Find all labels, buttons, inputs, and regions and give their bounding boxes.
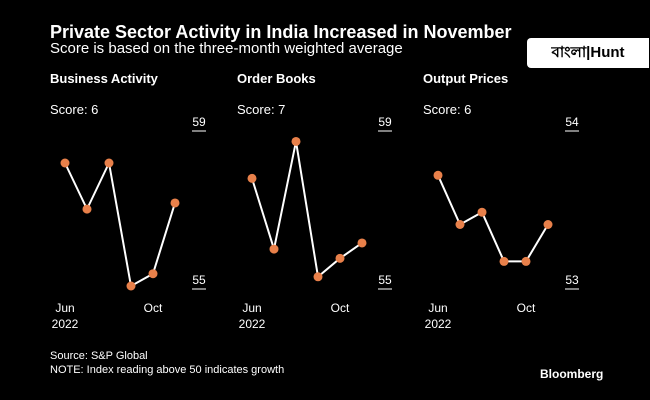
data-point — [126, 281, 136, 291]
data-point — [291, 136, 301, 146]
x-tick-label: Oct — [331, 301, 350, 315]
data-point — [104, 158, 114, 168]
data-point — [357, 238, 367, 248]
panel-title-business-activity: Business Activity — [50, 71, 158, 86]
x-tick-label: Oct — [144, 301, 163, 315]
score-business-activity: Score: 6 — [50, 102, 99, 117]
series-line — [437, 174, 549, 263]
data-point — [521, 256, 531, 266]
source-note: Source: S&P Global — [50, 350, 148, 362]
x-tick-label: Oct — [517, 301, 536, 315]
x-tick-label: Jun — [242, 301, 261, 315]
panel-title-order-books: Order Books — [237, 71, 316, 86]
data-point — [477, 207, 487, 217]
data-point — [335, 253, 345, 263]
data-point — [543, 220, 553, 229]
x-tick-year-label: 2022 — [239, 317, 266, 331]
data-point — [170, 198, 180, 208]
series-line — [64, 162, 176, 287]
y-tick-label: 55 — [192, 273, 206, 287]
chart-subtitle: Score is based on the three-month weight… — [50, 40, 403, 57]
x-tick-label: Jun — [55, 301, 74, 315]
bloomberg-logo: Bloomberg — [540, 367, 604, 381]
data-point — [82, 204, 92, 214]
data-point — [455, 220, 465, 229]
score-output-prices: Score: 6 — [423, 102, 472, 117]
banglahunt-logo: বাংলা|Hunt — [527, 38, 649, 68]
data-point — [499, 256, 509, 266]
x-tick-year-label: 2022 — [425, 317, 452, 331]
data-point — [433, 170, 443, 180]
data-point — [148, 269, 158, 279]
y-tick-label: 55 — [378, 273, 392, 287]
chart-title: Private Sector Activity in India Increas… — [50, 22, 512, 42]
data-point — [60, 158, 70, 168]
y-tick-label: 54 — [565, 115, 579, 129]
growth-note: NOTE: Index reading above 50 indicates g… — [50, 364, 285, 376]
score-order-books: Score: 7 — [237, 102, 286, 117]
y-tick-label: 59 — [378, 115, 392, 129]
x-tick-year-label: 2022 — [52, 317, 79, 331]
data-point — [247, 173, 257, 183]
x-tick-label: Jun — [428, 301, 447, 315]
series-line — [251, 140, 363, 278]
panel-title-output-prices: Output Prices — [423, 71, 509, 86]
data-point — [269, 244, 279, 254]
y-tick-label: 59 — [192, 115, 206, 129]
data-point — [313, 272, 323, 282]
y-tick-label: 53 — [565, 273, 579, 287]
